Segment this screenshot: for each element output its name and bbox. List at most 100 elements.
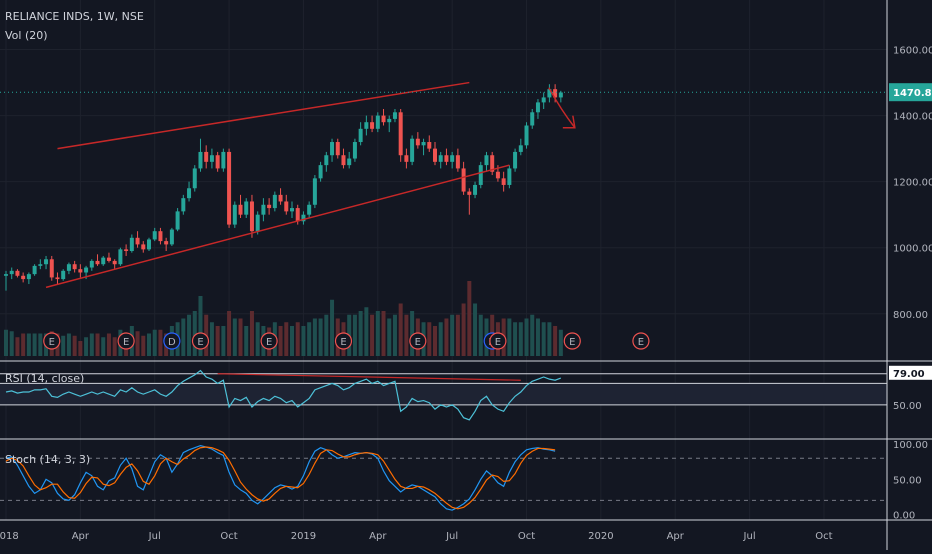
volume-bar xyxy=(135,331,140,356)
volume-bar xyxy=(324,314,329,356)
volume-bar xyxy=(404,314,409,356)
event-marker: E xyxy=(334,332,353,350)
volume-bar xyxy=(307,322,312,356)
candle-body xyxy=(192,168,197,189)
rsi-divergence-line xyxy=(217,373,521,381)
candle-body xyxy=(227,151,232,225)
event-marker-label: E xyxy=(569,337,575,348)
event-marker: E xyxy=(43,332,61,350)
candle-body xyxy=(204,151,209,162)
volume-bar xyxy=(152,329,157,356)
symbol-legend[interactable]: RELIANCE INDS, 1W, NSE xyxy=(5,10,144,23)
stoch-legend[interactable]: Stoch (14, 3, 3) xyxy=(5,453,91,466)
candle-body xyxy=(61,270,66,280)
x-tick-label: Jul xyxy=(743,531,756,542)
candle-body xyxy=(312,178,317,205)
volume-bar xyxy=(181,318,186,356)
candle-body xyxy=(135,237,140,245)
price-tick-label: 1400.00 xyxy=(893,112,932,123)
volume-bar xyxy=(61,335,66,356)
event-marker: E xyxy=(409,332,427,350)
candle-body xyxy=(290,208,294,212)
volume-bar xyxy=(84,337,89,356)
candle-body xyxy=(175,211,180,230)
candle-body xyxy=(209,155,214,162)
event-marker-circle xyxy=(334,332,353,350)
event-marker-label: E xyxy=(638,337,644,348)
volume-bar xyxy=(535,318,540,356)
volume-legend[interactable]: Vol (20) xyxy=(5,29,48,42)
candle-body xyxy=(455,155,460,169)
candle-body xyxy=(32,265,37,275)
event-marker-circle xyxy=(409,332,427,350)
candle-body xyxy=(272,194,277,209)
volume-bar xyxy=(147,333,151,356)
volume-bar xyxy=(352,314,357,356)
event-marker-circle xyxy=(191,332,210,350)
rsi-line xyxy=(5,369,562,421)
candle-body xyxy=(4,274,8,276)
event-marker-label: D xyxy=(168,337,176,348)
stoch-tick-label: 50.00 xyxy=(893,475,922,486)
volume-bar xyxy=(295,322,300,356)
candle-body xyxy=(467,191,472,195)
candle-body xyxy=(44,259,49,265)
volume-bar xyxy=(467,281,472,356)
rsi-legend[interactable]: RSI (14, close) xyxy=(5,372,85,385)
x-tick-label: Jul xyxy=(148,531,161,542)
candle-body xyxy=(387,118,392,123)
rsi-value-tag-bg xyxy=(889,365,932,380)
candle-body xyxy=(524,125,529,146)
candle-body xyxy=(152,231,157,240)
candle-body xyxy=(21,275,26,280)
candle-body xyxy=(513,151,518,169)
x-tick-label: Jul xyxy=(445,531,458,542)
candle-body xyxy=(95,260,100,265)
volume-bar xyxy=(461,303,466,356)
candle-body xyxy=(15,270,20,276)
event-marker-circle xyxy=(163,332,181,350)
volume-bar xyxy=(278,326,283,356)
candle-body xyxy=(284,201,289,212)
volume-bar xyxy=(290,326,294,356)
candle-body xyxy=(438,155,443,162)
candle-body xyxy=(295,208,300,222)
candle-body xyxy=(450,155,455,162)
volume-bar xyxy=(106,333,111,356)
candle-body xyxy=(181,198,186,212)
x-tick-label: 2019 xyxy=(291,531,316,542)
candle-body xyxy=(158,231,163,242)
x-tick-label: Oct xyxy=(815,531,832,542)
candle-body xyxy=(461,168,466,192)
candle-body xyxy=(427,142,432,149)
candle-body xyxy=(541,97,546,103)
candle-body xyxy=(49,259,54,278)
event-marker-label: E xyxy=(266,337,272,348)
candle-body xyxy=(106,257,111,261)
volume-bar xyxy=(507,318,512,356)
candle-body xyxy=(244,201,249,215)
volume-bar xyxy=(387,318,392,356)
event-marker-circle xyxy=(489,332,507,350)
candle-body xyxy=(278,194,283,202)
volume-bar xyxy=(398,303,403,356)
event-marker-circle xyxy=(563,332,581,350)
candle-body xyxy=(187,188,192,199)
candle-body xyxy=(558,92,563,98)
volume-bar xyxy=(66,333,71,356)
volume-bar xyxy=(478,314,483,356)
candle-body xyxy=(9,270,14,275)
volume-bar xyxy=(444,318,449,356)
volume-bar xyxy=(558,329,563,356)
volume-bar xyxy=(547,322,552,356)
volume-bar xyxy=(249,311,254,356)
event-marker: D xyxy=(163,332,181,350)
candle-body xyxy=(501,178,506,185)
x-tick-label: Oct xyxy=(220,531,237,542)
volume-bar xyxy=(438,322,443,356)
volume-bar xyxy=(358,311,363,356)
volume-bar xyxy=(392,314,397,356)
candle-body xyxy=(444,155,449,162)
